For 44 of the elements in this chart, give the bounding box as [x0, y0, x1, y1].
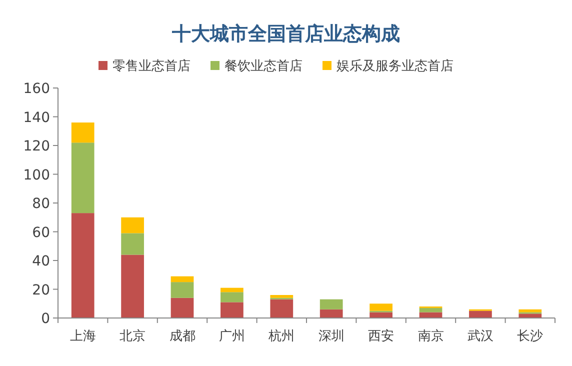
- y-tick-label: 0: [41, 311, 50, 327]
- y-tick-label: 120: [23, 138, 50, 154]
- x-tick-label: 广州: [218, 329, 245, 344]
- x-tick-label: 西安: [368, 328, 394, 344]
- bar: [270, 299, 294, 318]
- bar: [270, 295, 294, 298]
- bar: [170, 276, 194, 282]
- y-tick-label: 160: [23, 81, 50, 97]
- y-tick-label: 40: [32, 254, 50, 270]
- x-tick-label: 长沙: [517, 329, 544, 344]
- x-tick-label: 上海: [70, 329, 96, 344]
- y-tick-label: 100: [23, 167, 50, 184]
- bar: [419, 308, 442, 312]
- x-tick-label: 南京: [418, 329, 444, 344]
- bar: [220, 292, 244, 302]
- x-tick-label: 成都: [169, 329, 196, 344]
- legend-label: 餐饮业态首店: [224, 58, 302, 74]
- bar: [518, 314, 542, 318]
- x-tick-label: 杭州: [268, 329, 295, 344]
- x-tick-label: 深圳: [318, 329, 344, 344]
- bar: [220, 288, 244, 292]
- y-tick-label: 60: [32, 224, 50, 241]
- bar: [121, 233, 144, 255]
- bar: [71, 213, 94, 318]
- bar: [71, 142, 94, 214]
- y-tick-label: 20: [32, 282, 50, 298]
- bar: [121, 254, 144, 318]
- bar: [170, 282, 194, 298]
- bar: [469, 310, 492, 318]
- bar: [220, 302, 244, 318]
- bar: [370, 304, 392, 311]
- bar: [518, 309, 542, 312]
- bar: [71, 122, 94, 143]
- bar: [320, 309, 343, 318]
- y-tick-label: 140: [23, 110, 50, 126]
- x-tick-label: 北京: [120, 329, 146, 344]
- bar: [121, 217, 144, 234]
- y-tick-label: 80: [32, 196, 50, 212]
- bar: [170, 298, 194, 318]
- x-tick-label: 武汉: [467, 329, 494, 344]
- chart-title: 十大城市全国首店业态构成: [171, 23, 400, 45]
- legend-label: 零售业态首店: [112, 58, 190, 74]
- bar: [320, 299, 343, 310]
- legend-label: 娱乐及服务业态首店: [336, 58, 454, 74]
